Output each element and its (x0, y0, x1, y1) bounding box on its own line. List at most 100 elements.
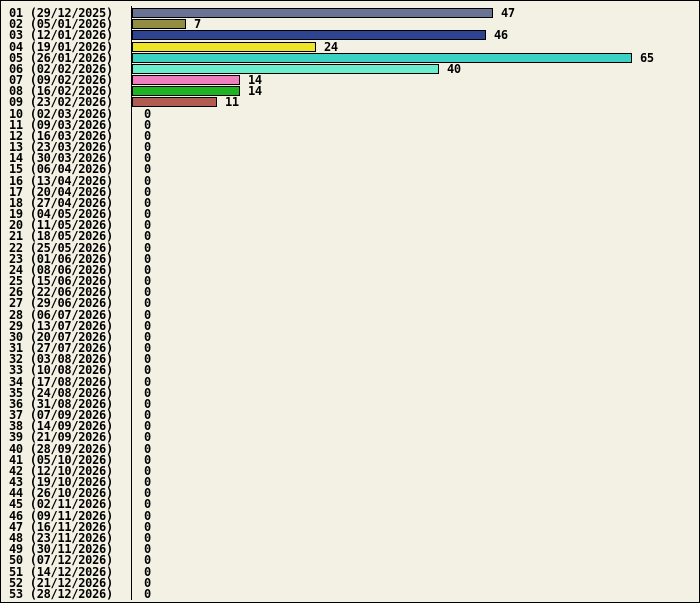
chart-row: 33 (10/08/2026) 0 (1, 363, 699, 377)
value-label: 0 (144, 386, 151, 400)
week-label: 36 (31/08/2026) (9, 397, 113, 411)
bar (132, 75, 240, 85)
value-label: 0 (144, 520, 151, 534)
y-axis-line (131, 6, 132, 600)
chart-row: 08 (16/02/2026) 14 (1, 85, 699, 97)
week-label: 22 (25/05/2026) (9, 241, 113, 255)
bar (132, 8, 493, 18)
chart-row: 12 (16/03/2026) 0 (1, 130, 699, 142)
value-label: 0 (144, 430, 151, 444)
week-label: 35 (24/08/2026) (9, 386, 113, 400)
week-label: 32 (03/08/2026) (9, 352, 113, 366)
chart-row: 01 (29/12/2025) 47 (1, 6, 699, 20)
value-label: 0 (144, 296, 151, 310)
week-label: 23 (01/06/2026) (9, 252, 113, 266)
chart-row: 45 (02/11/2026) 0 (1, 497, 699, 511)
chart-row: 43 (19/10/2026) 0 (1, 475, 699, 489)
week-label: 45 (02/11/2026) (9, 497, 113, 511)
value-label: 0 (144, 140, 151, 154)
value-label: 0 (144, 475, 151, 489)
value-label: 0 (144, 509, 151, 523)
chart-row: 28 (06/07/2026) 0 (1, 308, 699, 322)
value-label: 0 (144, 531, 151, 545)
week-label: 48 (23/11/2026) (9, 531, 113, 545)
week-label: 52 (21/12/2026) (9, 576, 113, 590)
week-label: 31 (27/07/2026) (9, 341, 113, 355)
week-label: 21 (18/05/2026) (9, 229, 113, 243)
bar (132, 53, 632, 63)
chart-row: 19 (04/05/2026) 0 (1, 207, 699, 221)
chart-row: 47 (16/11/2026) 0 (1, 520, 699, 534)
value-label: 0 (144, 542, 151, 556)
chart-row: 21 (18/05/2026) 0 (1, 229, 699, 243)
bar (132, 97, 217, 107)
week-label: 27 (29/06/2026) (9, 296, 113, 310)
value-label: 0 (144, 263, 151, 277)
chart-row: 07 (09/02/2026) 14 (1, 73, 699, 87)
chart-row: 41 (05/10/2026) 0 (1, 454, 699, 466)
value-label: 0 (144, 419, 151, 433)
chart-row: 42 (12/10/2026) 0 (1, 464, 699, 478)
week-label: 02 (05/01/2026) (9, 17, 113, 31)
week-label: 28 (06/07/2026) (9, 308, 113, 322)
week-label: 19 (04/05/2026) (9, 207, 113, 221)
value-label: 0 (144, 565, 151, 579)
bar (132, 19, 186, 29)
week-label: 46 (09/11/2026) (9, 509, 113, 523)
chart-row: 13 (23/03/2026) 0 (1, 140, 699, 154)
week-label: 16 (13/04/2026) (9, 174, 113, 188)
value-label: 0 (144, 285, 151, 299)
value-label: 14 (248, 73, 262, 87)
week-label: 25 (15/06/2026) (9, 274, 113, 288)
value-label: 0 (144, 464, 151, 478)
week-label: 51 (14/12/2026) (9, 565, 113, 579)
chart-row: 20 (11/05/2026) 0 (1, 219, 699, 231)
value-label: 0 (144, 397, 151, 411)
value-label: 0 (144, 118, 151, 132)
week-label: 29 (13/07/2026) (9, 319, 113, 333)
week-label: 40 (28/09/2026) (9, 442, 113, 456)
chart-row: 32 (03/08/2026) 0 (1, 352, 699, 366)
value-label: 0 (144, 375, 151, 389)
value-label: 0 (144, 341, 151, 355)
week-label: 10 (02/03/2026) (9, 107, 113, 121)
bar (132, 30, 486, 40)
week-label: 06 (02/02/2026) (9, 62, 113, 76)
week-label: 13 (23/03/2026) (9, 140, 113, 154)
chart-row: 39 (21/09/2026) 0 (1, 430, 699, 444)
value-label: 0 (144, 252, 151, 266)
value-label: 0 (144, 174, 151, 188)
week-label: 05 (26/01/2026) (9, 51, 113, 65)
value-label: 0 (144, 553, 151, 567)
value-label: 0 (144, 587, 151, 601)
chart-row: 37 (07/09/2026) 0 (1, 409, 699, 421)
week-label: 34 (17/08/2026) (9, 375, 113, 389)
week-label: 24 (08/06/2026) (9, 263, 113, 277)
chart-row: 35 (24/08/2026) 0 (1, 386, 699, 400)
week-label: 53 (28/12/2026) (9, 587, 113, 601)
week-label: 39 (21/09/2026) (9, 430, 113, 444)
value-label: 40 (447, 62, 461, 76)
chart-row: 16 (13/04/2026) 0 (1, 174, 699, 188)
value-label: 0 (144, 486, 151, 500)
value-label: 0 (144, 274, 151, 288)
bar (132, 64, 439, 74)
chart-row: 49 (30/11/2026) 0 (1, 542, 699, 556)
chart-row: 22 (25/05/2026) 0 (1, 241, 699, 255)
week-label: 33 (10/08/2026) (9, 363, 113, 377)
chart-row: 44 (26/10/2026) 0 (1, 486, 699, 500)
chart-row: 06 (02/02/2026) 40 (1, 62, 699, 76)
chart-row: 34 (17/08/2026) 0 (1, 375, 699, 389)
value-label: 47 (501, 6, 515, 20)
chart-row: 29 (13/07/2026) 0 (1, 319, 699, 333)
value-label: 0 (144, 363, 151, 377)
week-label: 30 (20/07/2026) (9, 330, 113, 344)
week-label: 11 (09/03/2026) (9, 118, 113, 132)
week-label: 44 (26/10/2026) (9, 486, 113, 500)
chart-row: 48 (23/11/2026) 0 (1, 531, 699, 545)
chart-row: 14 (30/03/2026) 0 (1, 152, 699, 164)
value-label: 0 (144, 196, 151, 210)
week-label: 18 (27/04/2026) (9, 196, 113, 210)
week-label: 07 (09/02/2026) (9, 73, 113, 87)
